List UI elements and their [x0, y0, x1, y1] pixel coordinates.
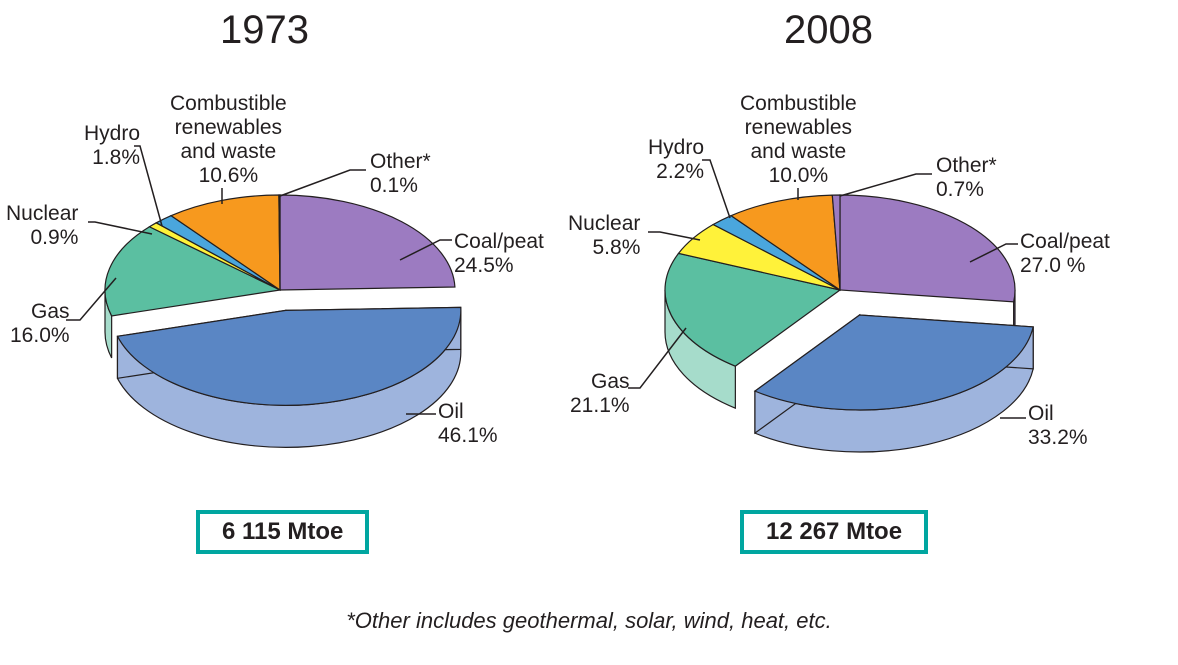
lbl-2008-other: Other* 0.7%	[936, 154, 997, 202]
lbl-2008-renew: Combustible renewables and waste 10.0%	[740, 92, 857, 189]
total-box-1973: 6 115 Mtoe	[196, 510, 369, 554]
lbl-1973-other: Other* 0.1%	[370, 150, 431, 198]
footnote: *Other includes geothermal, solar, wind,…	[0, 608, 1178, 634]
lbl-2008-oil: Oil 33.2%	[1028, 402, 1088, 450]
lbl-1973-renew: Combustible renewables and waste 10.6%	[170, 92, 287, 189]
total-box-2008: 12 267 Mtoe	[740, 510, 928, 554]
lbl-1973-oil: Oil 46.1%	[438, 400, 498, 448]
figure-root: { "footnote": "*Other includes geotherma…	[0, 0, 1178, 665]
lbl-1973-nuclear: Nuclear 0.9%	[6, 202, 78, 250]
lbl-2008-hydro: Hydro 2.2%	[648, 136, 704, 184]
lbl-2008-coal: Coal/peat 27.0 %	[1020, 230, 1110, 278]
chart-title-1973: 1973	[220, 8, 309, 53]
chart-title-2008: 2008	[784, 8, 873, 53]
lbl-1973-coal: Coal/peat 24.5%	[454, 230, 544, 278]
lbl-2008-nuclear: Nuclear 5.8%	[568, 212, 640, 260]
lbl-1973-hydro: Hydro 1.8%	[84, 122, 140, 170]
lbl-1973-gas: Gas 16.0%	[10, 300, 70, 348]
lbl-2008-gas: Gas 21.1%	[570, 370, 630, 418]
